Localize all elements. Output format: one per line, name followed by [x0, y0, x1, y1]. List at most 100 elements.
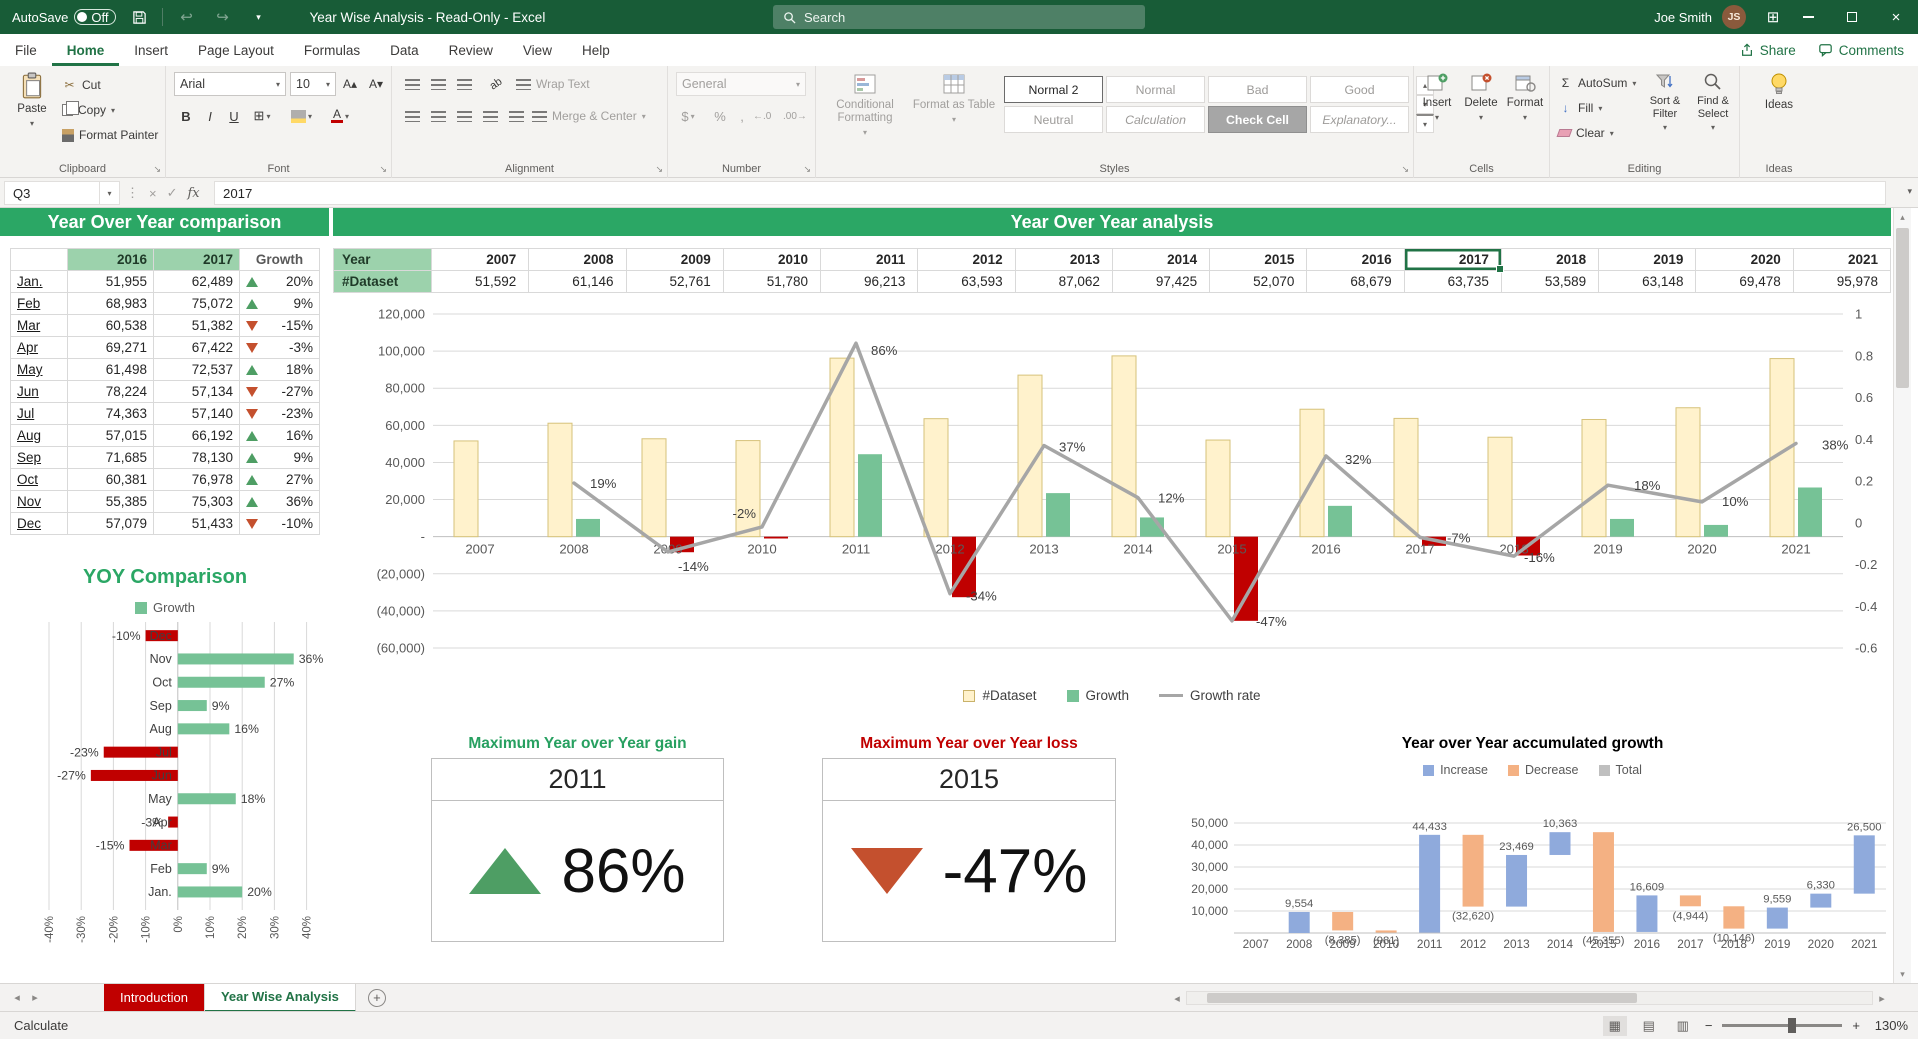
- increase-bar[interactable]: [1419, 834, 1441, 933]
- yoy-comparison-chart[interactable]: -40% -30% -20% -10% 0% 10% 20% 30% 40% Dec -10% Nov…: [6, 618, 326, 978]
- styles-dialog-launcher[interactable]: ↘: [1401, 164, 1409, 174]
- enter-button[interactable]: ✓: [166, 185, 178, 200]
- col-2016-header[interactable]: 2016: [67, 248, 154, 271]
- search-input[interactable]: Search: [773, 5, 1145, 29]
- growth-cell[interactable]: 9%: [239, 446, 320, 469]
- value-2016-cell[interactable]: 78,224: [67, 380, 154, 403]
- growth-bar[interactable]: [177, 700, 207, 712]
- vertical-scroll-thumb[interactable]: [1896, 228, 1909, 388]
- month-cell[interactable]: Apr: [10, 336, 68, 359]
- value-2017-cell[interactable]: 67,422: [153, 336, 240, 359]
- increase-bar[interactable]: [1506, 854, 1528, 907]
- growth-bar[interactable]: [1704, 524, 1728, 537]
- close-button[interactable]: ×: [1891, 8, 1901, 26]
- zoom-slider[interactable]: [1722, 1018, 1843, 1033]
- month-cell[interactable]: Sep: [10, 446, 68, 469]
- growth-bar[interactable]: [1328, 505, 1352, 537]
- dataset-cell-2013[interactable]: 87,062: [1015, 271, 1113, 293]
- increase-bar[interactable]: [1853, 835, 1875, 894]
- style-normal-2[interactable]: Normal 2: [1004, 76, 1103, 103]
- redo-button[interactable]: ↪: [216, 9, 229, 26]
- bold-button[interactable]: B: [181, 108, 191, 124]
- merge-center-button[interactable]: Merge & Center ▾: [532, 105, 646, 127]
- growth-cell[interactable]: 27%: [239, 468, 320, 491]
- value-2017-cell[interactable]: 51,382: [153, 314, 240, 337]
- decrease-font-size-button[interactable]: A▾: [368, 77, 384, 91]
- formula-bar-splitter-icon[interactable]: ⋮: [126, 185, 139, 200]
- growth-bar[interactable]: [177, 863, 207, 875]
- growth-cell[interactable]: -3%: [239, 336, 320, 359]
- expand-formula-bar-icon[interactable]: ▾: [1907, 186, 1912, 196]
- dataset-cell-2009[interactable]: 52,761: [626, 271, 724, 293]
- value-2016-cell[interactable]: 55,385: [67, 490, 154, 513]
- month-cell[interactable]: Dec: [10, 512, 68, 535]
- year-cell-2018[interactable]: 2018: [1501, 249, 1600, 271]
- month-cell[interactable]: Aug: [10, 424, 68, 447]
- hscroll-right-icon[interactable]: ▸: [1879, 992, 1885, 1005]
- font-dialog-launcher[interactable]: ↘: [379, 164, 387, 174]
- growth-bar[interactable]: [858, 454, 882, 537]
- undo-button[interactable]: ↩: [180, 9, 193, 26]
- increase-bar[interactable]: [1810, 893, 1832, 908]
- zoom-slider-thumb[interactable]: [1788, 1018, 1797, 1033]
- decrease-decimal-button[interactable]: .00→: [783, 110, 807, 122]
- year-cell-2021[interactable]: 2021: [1793, 249, 1891, 271]
- autosave-toggle[interactable]: AutoSave Off: [12, 9, 117, 25]
- page-layout-view-button[interactable]: ▤: [1642, 1017, 1655, 1033]
- ideas-button[interactable]: Ideas: [1749, 68, 1809, 112]
- value-2017-cell[interactable]: 72,537: [153, 358, 240, 381]
- value-2017-cell[interactable]: 57,140: [153, 402, 240, 425]
- borders-button[interactable]: ⊞ ▾: [250, 104, 274, 128]
- style-explanatory-[interactable]: Explanatory...: [1310, 106, 1409, 133]
- italic-button[interactable]: I: [208, 108, 212, 124]
- value-2016-cell[interactable]: 57,015: [67, 424, 154, 447]
- vertical-scrollbar[interactable]: ▴ ▾: [1893, 208, 1911, 983]
- month-cell[interactable]: Oct: [10, 468, 68, 491]
- style-check-cell[interactable]: Check Cell: [1208, 106, 1307, 133]
- gain-card[interactable]: 2011 86%: [431, 758, 724, 942]
- fill-color-button[interactable]: ▾: [288, 104, 315, 128]
- dataset-bar[interactable]: [1769, 358, 1795, 538]
- fill-button[interactable]: ↓ Fill ▾: [1558, 97, 1636, 119]
- ribbon-tab-view[interactable]: View: [522, 42, 552, 58]
- growth-bar[interactable]: [1610, 518, 1634, 537]
- style-bad[interactable]: Bad: [1208, 76, 1307, 103]
- growth-bar[interactable]: [129, 839, 178, 851]
- ribbon-tab-help[interactable]: Help: [581, 42, 610, 58]
- value-2017-cell[interactable]: 75,303: [153, 490, 240, 513]
- increase-bar[interactable]: [1766, 907, 1788, 929]
- minimize-button[interactable]: [1786, 0, 1830, 34]
- year-cell-2011[interactable]: 2011: [821, 249, 919, 271]
- growth-cell[interactable]: 18%: [239, 358, 320, 381]
- font-size-select[interactable]: 10 ▾: [290, 72, 336, 96]
- value-2017-cell[interactable]: 78,130: [153, 446, 240, 469]
- growth-bar[interactable]: [90, 769, 178, 781]
- value-2016-cell[interactable]: 68,983: [67, 292, 154, 315]
- growth-cell[interactable]: -10%: [239, 512, 320, 535]
- year-cell-2015[interactable]: 2015: [1210, 249, 1308, 271]
- year-cell-2017[interactable]: 2017: [1404, 249, 1505, 273]
- year-cell-2007[interactable]: 2007: [432, 249, 530, 271]
- ribbon-display-options-icon[interactable]: ⊞: [1766, 9, 1780, 26]
- growth-bar[interactable]: [1798, 487, 1822, 537]
- dataset-bar[interactable]: [547, 422, 573, 538]
- gallery-more-button[interactable]: ▾: [1416, 114, 1434, 133]
- cut-button[interactable]: ✂ Cut: [62, 74, 158, 96]
- dataset-cell-2021[interactable]: 95,978: [1793, 271, 1891, 293]
- dataset-bar[interactable]: [1299, 408, 1325, 538]
- col-2017-header[interactable]: 2017: [153, 248, 240, 271]
- growth-cell[interactable]: 20%: [239, 270, 320, 293]
- year-cell-2014[interactable]: 2014: [1112, 249, 1211, 271]
- sheet-tab-introduction[interactable]: Introduction: [104, 983, 205, 1012]
- growth-bar[interactable]: [177, 723, 230, 735]
- value-2017-cell[interactable]: 57,134: [153, 380, 240, 403]
- orientation-button[interactable]: ab: [487, 75, 505, 93]
- growth-bar[interactable]: [177, 653, 294, 665]
- decrease-bar[interactable]: [1462, 834, 1484, 907]
- year-cell-2016[interactable]: 2016: [1307, 249, 1405, 271]
- save-button[interactable]: [126, 4, 152, 30]
- dataset-bar[interactable]: [735, 440, 761, 538]
- delete-cells-button[interactable]: Delete ▾: [1460, 68, 1502, 122]
- decrease-bar[interactable]: [1723, 906, 1745, 929]
- value-2016-cell[interactable]: 57,079: [67, 512, 154, 535]
